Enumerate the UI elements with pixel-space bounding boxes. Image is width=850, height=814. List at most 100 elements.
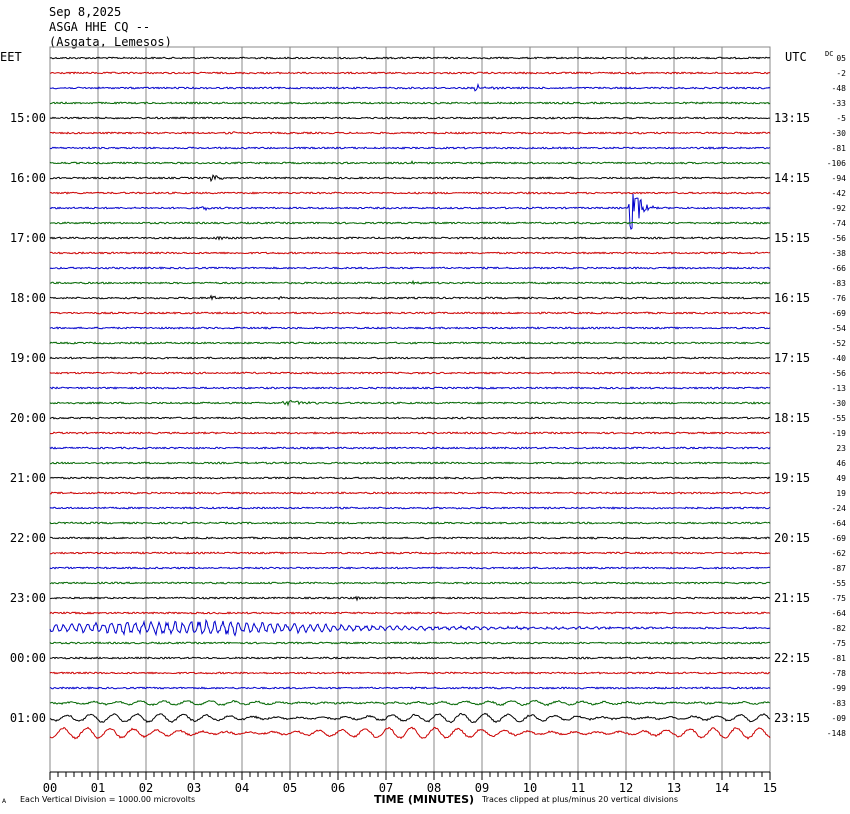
trace-row	[49, 566, 771, 570]
dc-offset-label: -74	[832, 219, 847, 228]
dc-offset-label: -09	[832, 714, 847, 723]
left-hour-label: 00:00	[10, 651, 46, 665]
header-date: Sep 8,2025	[49, 5, 122, 19]
dc-offset-label: -33	[832, 99, 847, 108]
x-tick-label: 12	[619, 781, 633, 795]
right-timezone-label: UTC	[785, 50, 807, 64]
trace-row	[49, 221, 771, 225]
trace-row	[49, 506, 771, 510]
dc-offset-label: 19	[836, 489, 846, 498]
dc-offset-label: -24	[832, 504, 847, 513]
dc-offset-label: -87	[832, 564, 847, 573]
trace-row	[49, 82, 771, 92]
left-hour-label: 20:00	[10, 411, 46, 425]
trace-row	[49, 294, 771, 301]
x-tick-label: 13	[667, 781, 681, 795]
trace-row	[49, 671, 771, 675]
x-tick-label: 11	[571, 781, 585, 795]
trace-row	[49, 56, 771, 60]
trace-row	[49, 416, 771, 420]
dc-offset-label: -55	[832, 579, 847, 588]
trace-row	[49, 536, 771, 540]
dc-offset-label: -83	[832, 279, 847, 288]
left-hour-label: 23:00	[10, 591, 46, 605]
right-hour-labels: 13:15 14:15 15:15 16:15 17:15 18:15 19:15 20:15…	[774, 111, 810, 725]
dc-offset-label: -30	[832, 399, 847, 408]
dc-offset-label: -48	[832, 84, 847, 93]
x-axis: 00 01 02 03 04 05 06 07 08 09 10 11 12 13 14 15	[43, 771, 777, 795]
dc-offset-label: -64	[832, 609, 847, 618]
trace-row	[49, 686, 771, 690]
x-tick-label: 15	[763, 781, 777, 795]
x-tick-label: 01	[91, 781, 105, 795]
dc-offset-label: 49	[836, 474, 846, 483]
dc-offset-label: -5	[836, 114, 846, 123]
left-hour-label: 01:00	[10, 711, 46, 725]
trace-row	[49, 326, 771, 330]
dc-offset-label: -40	[832, 354, 847, 363]
dc-offset-label: -69	[832, 534, 847, 543]
x-tick-label: 04	[235, 781, 249, 795]
x-tick-label: 14	[715, 781, 729, 795]
trace-row	[49, 266, 771, 270]
trace-row	[49, 641, 771, 645]
left-hour-label: 22:00	[10, 531, 46, 545]
dc-offset-label: -75	[832, 639, 847, 648]
x-tick-label: 05	[283, 781, 297, 795]
trace-row	[49, 371, 771, 375]
right-hour-label: 15:15	[774, 231, 810, 245]
trace-row	[49, 446, 771, 450]
right-hour-label: 17:15	[774, 351, 810, 365]
trace-row	[49, 386, 771, 390]
dc-offset-label: 23	[836, 444, 846, 453]
dc-offset-label: -94	[832, 174, 847, 183]
trace-row	[49, 160, 770, 165]
right-hour-label: 21:15	[774, 591, 810, 605]
left-hour-label: 21:00	[10, 471, 46, 485]
left-hour-label: 19:00	[10, 351, 46, 365]
dc-offset-label: -56	[832, 234, 847, 243]
right-hour-label: 19:15	[774, 471, 810, 485]
trace-row	[49, 551, 771, 555]
seismic-traces	[49, 56, 771, 740]
dc-offset-label: -38	[832, 249, 847, 258]
dc-offset-label: -76	[832, 294, 847, 303]
trace-row	[49, 193, 771, 231]
x-axis-title: TIME (MINUTES)	[374, 793, 474, 806]
trace-row	[49, 491, 771, 495]
x-tick-label: 07	[379, 781, 393, 795]
x-tick-label: 10	[523, 781, 537, 795]
left-hour-label: 18:00	[10, 291, 46, 305]
trace-row	[50, 656, 771, 660]
plot-frame	[49, 46, 771, 773]
trace-row	[49, 71, 771, 75]
dc-offset-label: -13	[832, 384, 847, 393]
dc-offset-label: -78	[832, 669, 847, 678]
trace-row	[49, 726, 771, 740]
corner-mark: A	[2, 798, 7, 805]
trace-row	[49, 116, 771, 120]
dc-offset-label: -81	[832, 654, 847, 663]
trace-row	[49, 399, 771, 407]
trace-row	[49, 341, 771, 345]
header-station: ASGA HHE CQ --	[49, 20, 151, 34]
dc-offset-label: -19	[832, 429, 847, 438]
dc-offset-label: -82	[832, 624, 847, 633]
trace-row	[49, 251, 771, 255]
right-hour-label: 18:15	[774, 411, 810, 425]
trace-row	[49, 611, 771, 615]
dc-offset-label: -62	[832, 549, 847, 558]
x-tick-label: 06	[331, 781, 345, 795]
dc-offset-label: -99	[832, 684, 847, 693]
grid-lines	[49, 46, 771, 773]
dc-offset-header: DC	[825, 50, 833, 58]
x-tick-label: 00	[43, 781, 57, 795]
dc-offset-label: -75	[832, 594, 847, 603]
trace-row	[49, 131, 771, 135]
left-hour-label: 15:00	[10, 111, 46, 125]
dc-offset-label: -81	[832, 144, 847, 153]
dc-offset-label: -66	[832, 264, 847, 273]
trace-row	[49, 356, 771, 360]
right-hour-label: 20:15	[774, 531, 810, 545]
